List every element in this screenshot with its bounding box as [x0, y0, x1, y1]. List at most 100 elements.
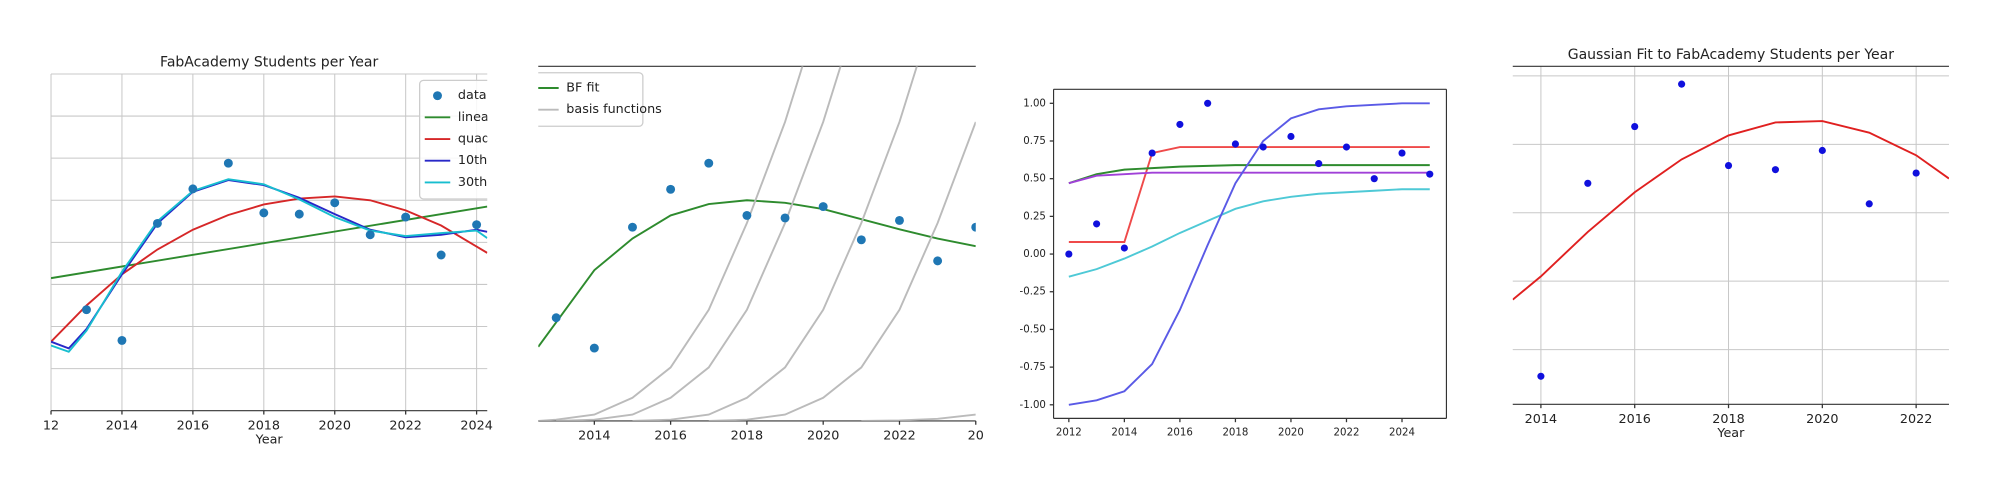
- x-tick-label: 2020: [1278, 427, 1304, 438]
- x-tick-label: 2022: [389, 419, 421, 434]
- x-tick-label: 2018: [1222, 427, 1248, 438]
- x-tick-label: 2014: [578, 429, 610, 444]
- series-line: [708, 121, 976, 421]
- data-point: [1259, 143, 1267, 151]
- legend-box: [419, 79, 488, 200]
- data-point: [472, 220, 482, 230]
- series-line: [51, 178, 488, 353]
- x-tick-label: 2018: [1712, 412, 1744, 427]
- panel: 2014 2016 2018 2020 2022 20 BF fit basis functi…: [538, 65, 984, 444]
- x-tick-label: 2018: [248, 419, 280, 434]
- y-tick-label: -0.75: [1020, 362, 1046, 373]
- data-point: [294, 209, 304, 219]
- chart-title: Gaussian Fit to FabAcademy Students per …: [1568, 47, 1895, 63]
- data-point: [856, 235, 866, 245]
- x-tick-label: 2018: [731, 429, 763, 444]
- series-line: [538, 199, 976, 348]
- legend-label: 30th-: [458, 175, 492, 190]
- data-point: [117, 335, 127, 345]
- legend-label: data: [458, 88, 487, 103]
- data-point: [1342, 143, 1351, 151]
- data-point: [152, 218, 162, 228]
- series-line: [51, 205, 488, 280]
- data-point: [818, 202, 828, 212]
- legend-label: basis functions: [566, 102, 662, 117]
- series-line: [556, 66, 842, 421]
- y-tick-label: -0.50: [1020, 324, 1046, 335]
- data-point: [1204, 99, 1212, 107]
- legend: data linea quad 10th- 30th-: [419, 79, 492, 200]
- y-tick-label: 0.25: [1023, 211, 1046, 222]
- data-point: [223, 158, 233, 168]
- data-point: [1176, 120, 1184, 128]
- x-tick-label: 2016: [1167, 427, 1193, 438]
- data-point: [628, 222, 637, 232]
- data-point: [895, 215, 904, 225]
- data-point: [1315, 160, 1323, 168]
- panel: Gaussian Fit to FabAcademy Students per …: [1512, 47, 1949, 441]
- y-tick-label: 0.50: [1023, 174, 1046, 185]
- x-axis-label: Year: [1716, 426, 1745, 441]
- data-point: [1148, 149, 1156, 157]
- data-point: [742, 210, 752, 220]
- data-point: [1678, 80, 1686, 88]
- x-tick-label: 2022: [1900, 412, 1932, 427]
- legend-label: linea: [458, 110, 489, 125]
- legend: BF fit basis functions: [538, 72, 662, 127]
- data-point: [1120, 244, 1128, 252]
- series-line: [632, 66, 918, 421]
- data-point: [704, 158, 714, 168]
- data-point: [1584, 179, 1592, 187]
- x-tick-label: 2024: [460, 419, 492, 434]
- y-tick-label: 1.00: [1023, 98, 1046, 109]
- legend-label: 10th-: [458, 153, 492, 168]
- data-point: [1631, 122, 1639, 131]
- chart-title: FabAcademy Students per Year: [160, 55, 378, 71]
- legend-label: BF fit: [566, 81, 599, 96]
- legend-marker: [433, 91, 442, 101]
- x-tick-label: 2014: [106, 419, 138, 434]
- series-line: [51, 195, 488, 343]
- x-tick-label: 20: [968, 429, 984, 444]
- series-line: [1068, 102, 1430, 406]
- data-point: [1398, 149, 1406, 157]
- series-line: [1068, 188, 1430, 278]
- x-tick-label: 2020: [1806, 412, 1838, 427]
- data-point: [1818, 146, 1826, 155]
- panel: 2012 2014 2016 2018 2020 2022 2024 1.00 0.75 0.50…: [1020, 88, 1448, 438]
- data-point: [933, 256, 943, 266]
- data-point: [436, 250, 446, 260]
- x-tick-label: 2022: [1334, 427, 1360, 438]
- x-tick-label: 2016: [654, 429, 686, 444]
- series-line: [51, 179, 488, 350]
- x-tick-label: 12: [43, 419, 59, 434]
- x-tick-label: 2020: [807, 429, 839, 444]
- data-point: [1426, 170, 1434, 178]
- plot-area: [51, 158, 488, 353]
- data-point: [1287, 132, 1295, 141]
- data-point: [401, 212, 411, 222]
- data-point: [365, 230, 375, 240]
- series-line: [1068, 171, 1430, 185]
- plot-area: [538, 66, 976, 421]
- data-point: [666, 184, 676, 194]
- data-point: [1093, 220, 1101, 228]
- series-line: [1068, 146, 1430, 243]
- x-tick-label: 2016: [177, 419, 209, 434]
- x-tick-label: 2022: [883, 429, 915, 444]
- data-point: [1724, 161, 1733, 170]
- data-point: [259, 208, 269, 218]
- x-tick-label: 2014: [1525, 412, 1557, 427]
- legend-box: [538, 72, 644, 127]
- plot-area: [1512, 80, 1949, 380]
- data-point: [82, 305, 91, 315]
- x-axis-label: Year: [255, 433, 284, 448]
- y-tick-label: 0.75: [1023, 136, 1046, 147]
- series-line: [1068, 164, 1430, 185]
- data-point: [1231, 140, 1239, 148]
- y-tick-label: 0.00: [1023, 249, 1046, 260]
- legend-label: quad: [458, 132, 490, 147]
- panel: FabAcademy Students per Year Year 12 2014 20…: [43, 55, 493, 448]
- data-point: [1912, 169, 1920, 177]
